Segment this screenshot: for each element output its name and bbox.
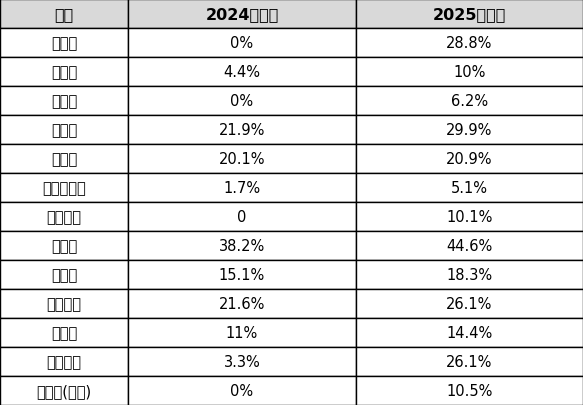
Text: 한양대(서울): 한양대(서울) <box>37 383 92 398</box>
Text: 6.2%: 6.2% <box>451 94 488 109</box>
Text: 44.6%: 44.6% <box>446 239 493 254</box>
Bar <box>128 174 356 202</box>
Text: 학교: 학교 <box>54 7 74 22</box>
Bar <box>128 289 356 318</box>
Bar <box>356 145 583 174</box>
Text: 한국외대: 한국외대 <box>47 354 82 369</box>
Bar <box>0 116 128 145</box>
Text: 경희대: 경희대 <box>51 65 78 80</box>
Text: 4.4%: 4.4% <box>223 65 261 80</box>
Bar <box>356 347 583 376</box>
Text: 성균관대: 성균관대 <box>47 209 82 224</box>
Bar <box>0 0 128 29</box>
Text: 서강대: 서강대 <box>51 123 78 138</box>
Text: 연세대: 연세대 <box>51 267 78 282</box>
Bar <box>0 376 128 405</box>
Text: 11%: 11% <box>226 325 258 340</box>
Text: 20.9%: 20.9% <box>446 151 493 166</box>
Bar <box>0 87 128 116</box>
Bar <box>0 174 128 202</box>
Text: 0%: 0% <box>230 36 254 51</box>
Text: 21.6%: 21.6% <box>219 296 265 311</box>
Bar <box>356 202 583 231</box>
Bar <box>128 318 356 347</box>
Text: 0: 0 <box>237 209 247 224</box>
Text: 10.1%: 10.1% <box>446 209 493 224</box>
Text: 20.1%: 20.1% <box>219 151 265 166</box>
Text: 26.1%: 26.1% <box>446 296 493 311</box>
Bar <box>356 58 583 87</box>
Text: 38.2%: 38.2% <box>219 239 265 254</box>
Bar <box>0 145 128 174</box>
Bar <box>356 260 583 289</box>
Bar <box>356 116 583 145</box>
Text: 10.5%: 10.5% <box>446 383 493 398</box>
Text: 중앙대: 중앙대 <box>51 325 78 340</box>
Text: 1.7%: 1.7% <box>223 181 261 196</box>
Bar <box>0 202 128 231</box>
Bar <box>128 376 356 405</box>
Bar <box>0 318 128 347</box>
Bar <box>356 231 583 260</box>
Text: 서울대: 서울대 <box>51 151 78 166</box>
Text: 이화여대: 이화여대 <box>47 296 82 311</box>
Text: 2024학년도: 2024학년도 <box>205 7 279 22</box>
Text: 18.3%: 18.3% <box>446 267 493 282</box>
Text: 10%: 10% <box>453 65 486 80</box>
Bar <box>356 87 583 116</box>
Bar <box>128 29 356 58</box>
Bar <box>128 347 356 376</box>
Bar <box>128 87 356 116</box>
Text: 세종대: 세종대 <box>51 239 78 254</box>
Bar <box>356 376 583 405</box>
Bar <box>0 231 128 260</box>
Bar <box>128 0 356 29</box>
Text: 14.4%: 14.4% <box>446 325 493 340</box>
Bar <box>0 347 128 376</box>
Bar <box>128 145 356 174</box>
Bar <box>356 174 583 202</box>
Text: 0%: 0% <box>230 383 254 398</box>
Text: 건국대: 건국대 <box>51 36 78 51</box>
Bar <box>128 260 356 289</box>
Text: 15.1%: 15.1% <box>219 267 265 282</box>
Bar <box>128 116 356 145</box>
Text: 고려대: 고려대 <box>51 94 78 109</box>
Bar <box>356 318 583 347</box>
Bar <box>128 231 356 260</box>
Bar <box>0 29 128 58</box>
Bar <box>0 260 128 289</box>
Text: 서울시립대: 서울시립대 <box>42 181 86 196</box>
Text: 0%: 0% <box>230 94 254 109</box>
Text: 26.1%: 26.1% <box>446 354 493 369</box>
Bar <box>128 202 356 231</box>
Text: 3.3%: 3.3% <box>223 354 261 369</box>
Bar <box>0 289 128 318</box>
Bar <box>356 29 583 58</box>
Bar <box>356 289 583 318</box>
Bar <box>356 0 583 29</box>
Text: 29.9%: 29.9% <box>446 123 493 138</box>
Text: 28.8%: 28.8% <box>446 36 493 51</box>
Bar <box>128 58 356 87</box>
Text: 21.9%: 21.9% <box>219 123 265 138</box>
Bar <box>0 58 128 87</box>
Text: 5.1%: 5.1% <box>451 181 488 196</box>
Text: 2025학년도: 2025학년도 <box>433 7 506 22</box>
